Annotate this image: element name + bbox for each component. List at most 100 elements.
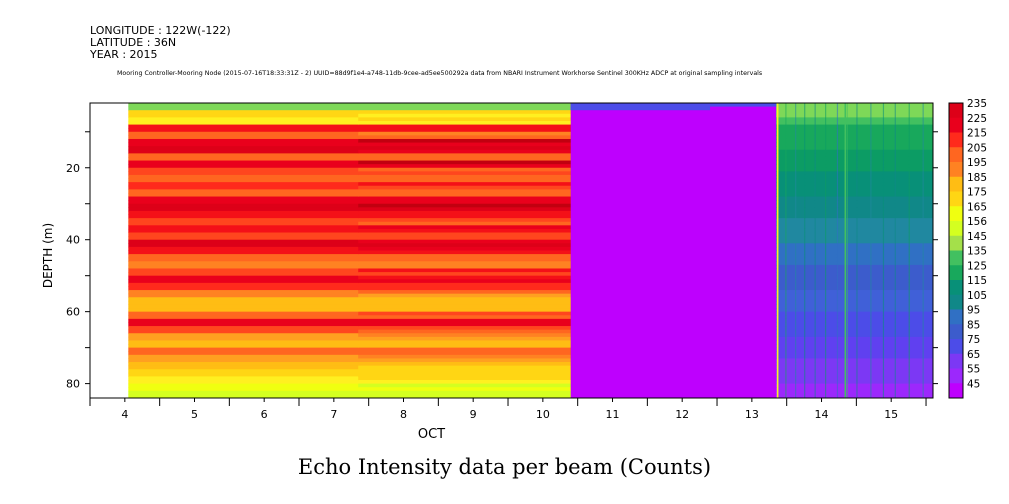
heatmap-cell bbox=[358, 236, 572, 241]
heatmap-cell bbox=[358, 286, 572, 291]
y-tick-label: 60 bbox=[66, 306, 80, 319]
latitude-label: LATITUDE : 36N bbox=[90, 36, 177, 49]
heatmap-cell bbox=[358, 243, 572, 248]
heatmap-cell bbox=[128, 318, 572, 323]
heatmap-streak bbox=[844, 103, 847, 398]
heatmap-cell bbox=[776, 365, 933, 370]
heatmap-cell bbox=[128, 221, 572, 226]
heatmap-cell bbox=[358, 329, 572, 334]
heatmap-cell bbox=[358, 189, 572, 194]
heatmap-cell bbox=[128, 232, 572, 237]
heatmap-cell bbox=[358, 365, 572, 370]
heatmap-cell bbox=[776, 387, 933, 392]
colorbar-swatch bbox=[949, 368, 963, 384]
heatmap-cell bbox=[776, 228, 933, 234]
heatmap-cell bbox=[128, 290, 572, 295]
heatmap-cell bbox=[128, 214, 572, 219]
heatmap-cell bbox=[128, 293, 572, 298]
longitude-label: LONGITUDE : 122W(-122) bbox=[90, 24, 231, 37]
heatmap-cell bbox=[128, 275, 572, 280]
heatmap-cell bbox=[358, 275, 572, 280]
heatmap-cell bbox=[128, 376, 572, 381]
colorbar-swatch bbox=[949, 383, 963, 399]
heatmap-cell bbox=[776, 354, 933, 359]
heatmap-cell bbox=[128, 272, 572, 277]
colorbar-label: 135 bbox=[967, 246, 987, 258]
heatmap-cell bbox=[776, 261, 933, 266]
heatmap-cell bbox=[128, 394, 572, 399]
heatmap-cell bbox=[776, 297, 933, 302]
colorbar-swatch bbox=[949, 353, 963, 369]
heatmap-cell bbox=[776, 290, 933, 295]
heatmap-cell bbox=[358, 369, 572, 374]
heatmap-cell bbox=[776, 120, 933, 126]
heatmap-cell bbox=[358, 106, 572, 111]
heatmap-cell bbox=[358, 178, 572, 183]
colorbar-swatch bbox=[949, 324, 963, 340]
heatmap-plot bbox=[90, 103, 933, 399]
heatmap-cell bbox=[358, 264, 572, 269]
heatmap-cell bbox=[128, 196, 572, 201]
heatmap-cell bbox=[358, 182, 572, 187]
heatmap-cell bbox=[776, 390, 933, 395]
heatmap-cell bbox=[128, 160, 572, 165]
colorbar-label: 185 bbox=[967, 172, 987, 184]
colorbar-label: 215 bbox=[967, 128, 987, 140]
heatmap-streak bbox=[776, 103, 779, 398]
heatmap-cell bbox=[776, 383, 933, 388]
heatmap-cell bbox=[358, 228, 572, 234]
heatmap-cell bbox=[358, 300, 572, 305]
colorbar-swatch bbox=[949, 162, 963, 178]
heatmap-cell bbox=[128, 200, 572, 205]
colorbar-swatch bbox=[949, 339, 963, 355]
heatmap-cell bbox=[358, 146, 572, 151]
heatmap-cell bbox=[358, 142, 572, 147]
heatmap-cell bbox=[128, 178, 572, 183]
heatmap-cell bbox=[358, 293, 572, 298]
heatmap-cell bbox=[128, 264, 572, 269]
heatmap-cell bbox=[128, 254, 572, 259]
heatmap-cell bbox=[358, 257, 572, 262]
heatmap-cell bbox=[128, 297, 572, 302]
heatmap-streak bbox=[836, 103, 839, 398]
heatmap-cell bbox=[358, 347, 572, 352]
x-tick-label: 10 bbox=[536, 408, 550, 421]
colorbar-swatch bbox=[949, 265, 963, 281]
heatmap-cell bbox=[776, 315, 933, 320]
heatmap-cell bbox=[358, 171, 572, 176]
heatmap-cell bbox=[128, 131, 572, 136]
heatmap-cell bbox=[128, 236, 572, 241]
heatmap-cell bbox=[358, 196, 572, 201]
chart-subtitle: Mooring Controller-Mooring Node (2015-07… bbox=[117, 70, 763, 77]
heatmap-cell bbox=[358, 128, 572, 133]
heatmap-cell bbox=[358, 344, 572, 349]
heatmap-cell bbox=[776, 326, 933, 331]
heatmap-cell bbox=[776, 380, 933, 385]
heatmap-cell bbox=[776, 340, 933, 345]
heatmap-cell bbox=[776, 268, 933, 273]
x-tick-label: 5 bbox=[191, 408, 198, 421]
heatmap-cell bbox=[358, 153, 572, 158]
heatmap-cell bbox=[358, 113, 572, 118]
heatmap-streak bbox=[785, 103, 787, 398]
heatmap-cell bbox=[358, 164, 572, 169]
heatmap-cell bbox=[358, 210, 572, 216]
heatmap-cell bbox=[358, 135, 572, 140]
heatmap-cell bbox=[358, 362, 572, 367]
heatmap-cell bbox=[358, 390, 572, 395]
heatmap-cell bbox=[776, 167, 933, 172]
heatmap-cell bbox=[776, 286, 933, 291]
heatmap-cell bbox=[128, 113, 572, 118]
heatmap-cell bbox=[776, 300, 933, 305]
heatmap-cell bbox=[358, 214, 572, 219]
heatmap-cell bbox=[358, 326, 572, 331]
colorbar-label: 45 bbox=[967, 378, 980, 390]
heatmap-cell bbox=[358, 376, 572, 381]
heatmap-cell bbox=[128, 207, 572, 212]
x-tick-label: 14 bbox=[815, 408, 829, 421]
heatmap-cell bbox=[776, 214, 933, 219]
heatmap-cell bbox=[128, 304, 572, 309]
heatmap-cell bbox=[776, 333, 933, 338]
heatmap-cell bbox=[776, 160, 933, 165]
heatmap-cell bbox=[128, 218, 572, 223]
